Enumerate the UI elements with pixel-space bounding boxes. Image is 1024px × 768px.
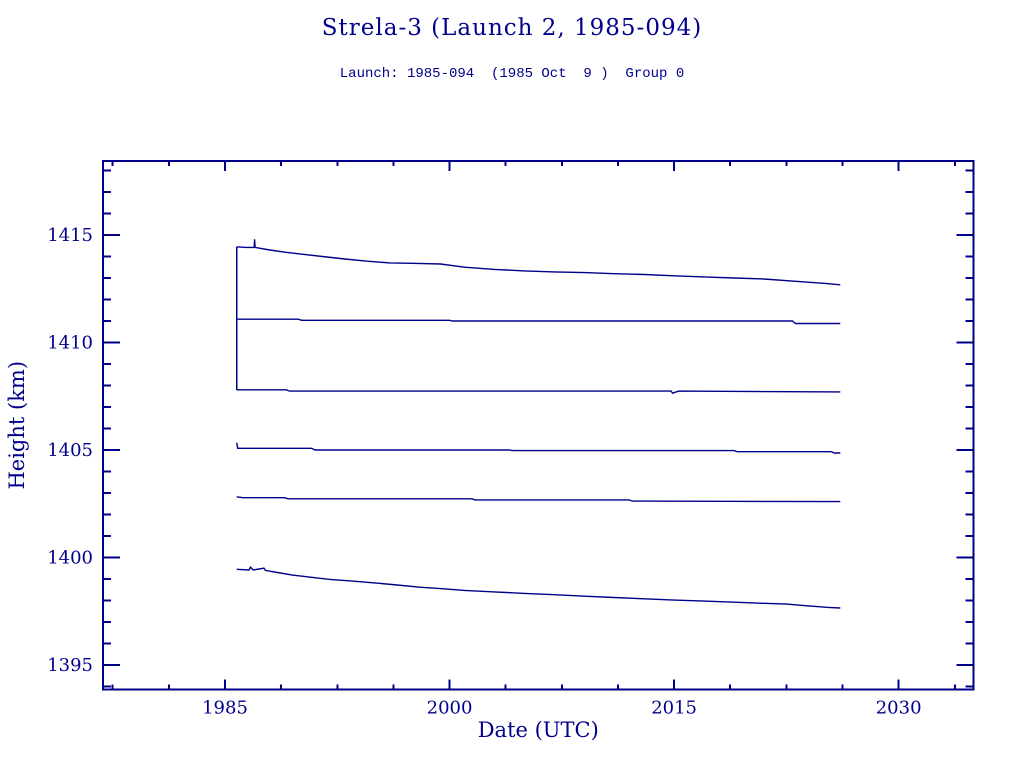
series-line-object-1 <box>236 239 841 286</box>
series-line-object-4 <box>236 442 841 454</box>
series-line-object-2 <box>236 318 841 325</box>
y-tick-label: 1410 <box>47 332 93 353</box>
x-tick-label: 2030 <box>876 698 922 719</box>
x-tick-label: 2015 <box>651 698 697 719</box>
y-tick-label: 1400 <box>47 547 93 568</box>
y-tick-label: 1395 <box>47 655 93 676</box>
plot-frame <box>102 160 975 691</box>
chart-subtitle: Launch: 1985-094 (1985 Oct 9 ) Group 0 <box>339 66 685 82</box>
series-line-object-6 <box>236 566 841 609</box>
chart-title: Strela-3 (Launch 2, 1985-094) <box>321 15 703 41</box>
series-line-object-5 <box>236 496 841 503</box>
y-tick-label: 1405 <box>47 440 93 461</box>
y-axis-label: Height (km) <box>5 361 29 490</box>
x-tick-label: 1985 <box>202 698 248 719</box>
x-tick-label: 2000 <box>427 698 473 719</box>
series-line-object-3 <box>236 389 841 395</box>
x-axis-label: Date (UTC) <box>478 718 599 742</box>
y-tick-label: 1415 <box>47 225 93 246</box>
